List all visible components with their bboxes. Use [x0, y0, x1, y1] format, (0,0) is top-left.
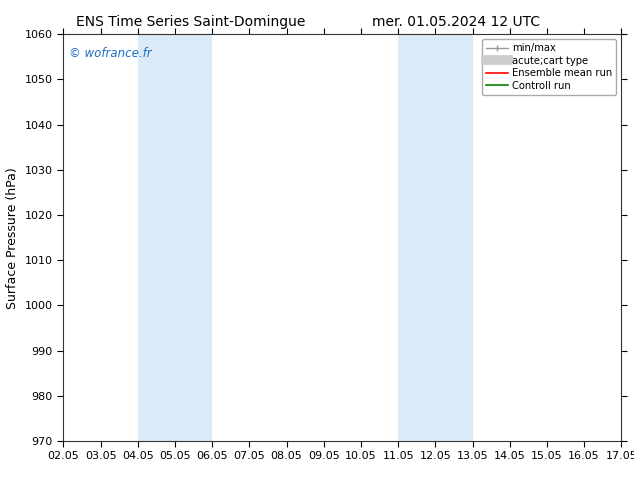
Legend: min/max, acute;cart type, Ensemble mean run, Controll run: min/max, acute;cart type, Ensemble mean …	[482, 39, 616, 95]
Y-axis label: Surface Pressure (hPa): Surface Pressure (hPa)	[6, 167, 19, 309]
Text: © wofrance.fr: © wofrance.fr	[69, 47, 152, 59]
Bar	[138, 34, 212, 441]
Text: ENS Time Series Saint-Domingue: ENS Time Series Saint-Domingue	[75, 15, 305, 29]
Bar	[398, 34, 472, 441]
Text: mer. 01.05.2024 12 UTC: mer. 01.05.2024 12 UTC	[372, 15, 541, 29]
